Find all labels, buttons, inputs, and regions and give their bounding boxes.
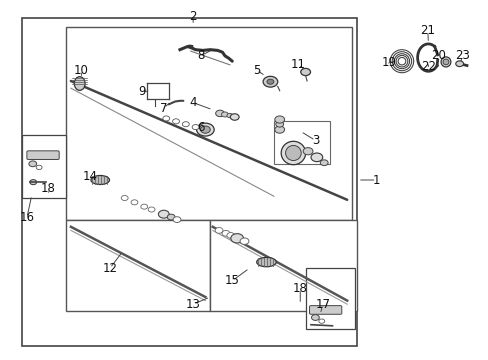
Ellipse shape	[285, 145, 301, 161]
FancyBboxPatch shape	[27, 151, 59, 159]
Circle shape	[221, 112, 228, 117]
Bar	[305, 268, 354, 329]
Circle shape	[36, 165, 42, 170]
Circle shape	[121, 195, 128, 201]
Circle shape	[182, 122, 189, 127]
Text: 19: 19	[381, 57, 395, 69]
Circle shape	[163, 116, 169, 121]
Text: 11: 11	[290, 58, 305, 71]
Bar	[210, 220, 356, 311]
Text: 17: 17	[315, 298, 329, 311]
Circle shape	[266, 79, 273, 84]
Bar	[66, 27, 351, 220]
Bar	[22, 135, 65, 198]
Ellipse shape	[440, 57, 450, 67]
Ellipse shape	[91, 175, 109, 184]
Circle shape	[226, 113, 232, 118]
Bar	[273, 121, 329, 164]
Text: 4: 4	[189, 96, 197, 109]
Text: 15: 15	[224, 274, 239, 287]
Circle shape	[30, 180, 37, 185]
Circle shape	[274, 126, 284, 133]
FancyBboxPatch shape	[309, 306, 341, 314]
Circle shape	[275, 121, 283, 127]
Circle shape	[192, 125, 199, 130]
Circle shape	[215, 110, 224, 117]
Text: 5: 5	[252, 64, 260, 77]
Text: 14: 14	[83, 170, 98, 183]
Text: 3: 3	[311, 134, 319, 147]
Circle shape	[310, 153, 322, 162]
Ellipse shape	[256, 257, 276, 267]
Circle shape	[29, 161, 37, 167]
Text: 10: 10	[73, 64, 88, 77]
Circle shape	[230, 114, 239, 120]
Circle shape	[274, 116, 284, 123]
Text: 1: 1	[372, 174, 380, 186]
Circle shape	[303, 148, 312, 155]
Circle shape	[320, 160, 327, 166]
Circle shape	[131, 200, 138, 205]
Circle shape	[311, 315, 319, 320]
Circle shape	[215, 228, 223, 233]
Circle shape	[300, 68, 310, 76]
Circle shape	[230, 234, 243, 243]
Text: 6: 6	[196, 121, 204, 134]
Circle shape	[148, 207, 155, 212]
Text: 9: 9	[138, 85, 145, 98]
Circle shape	[222, 230, 229, 236]
Ellipse shape	[74, 77, 85, 90]
Circle shape	[167, 214, 175, 220]
Circle shape	[196, 123, 214, 136]
Text: 23: 23	[454, 49, 468, 62]
Circle shape	[200, 126, 210, 133]
Bar	[22, 18, 356, 346]
Text: 16: 16	[20, 211, 34, 224]
Circle shape	[173, 217, 181, 222]
Circle shape	[240, 238, 248, 244]
Text: 7: 7	[160, 102, 167, 114]
Circle shape	[158, 210, 169, 218]
Circle shape	[141, 204, 147, 209]
Text: 2: 2	[189, 10, 197, 23]
Text: 22: 22	[420, 60, 435, 73]
Circle shape	[455, 61, 463, 67]
Text: 12: 12	[102, 262, 117, 275]
Text: 20: 20	[430, 49, 445, 62]
Text: 18: 18	[41, 183, 56, 195]
Text: 21: 21	[420, 24, 434, 37]
Text: 18: 18	[292, 282, 307, 295]
Text: 8: 8	[196, 49, 204, 62]
Circle shape	[172, 119, 179, 124]
Circle shape	[318, 319, 324, 323]
Ellipse shape	[442, 59, 448, 65]
Bar	[66, 220, 210, 311]
Ellipse shape	[281, 141, 305, 165]
Text: 13: 13	[185, 298, 200, 311]
Circle shape	[226, 233, 234, 238]
Circle shape	[263, 76, 277, 87]
